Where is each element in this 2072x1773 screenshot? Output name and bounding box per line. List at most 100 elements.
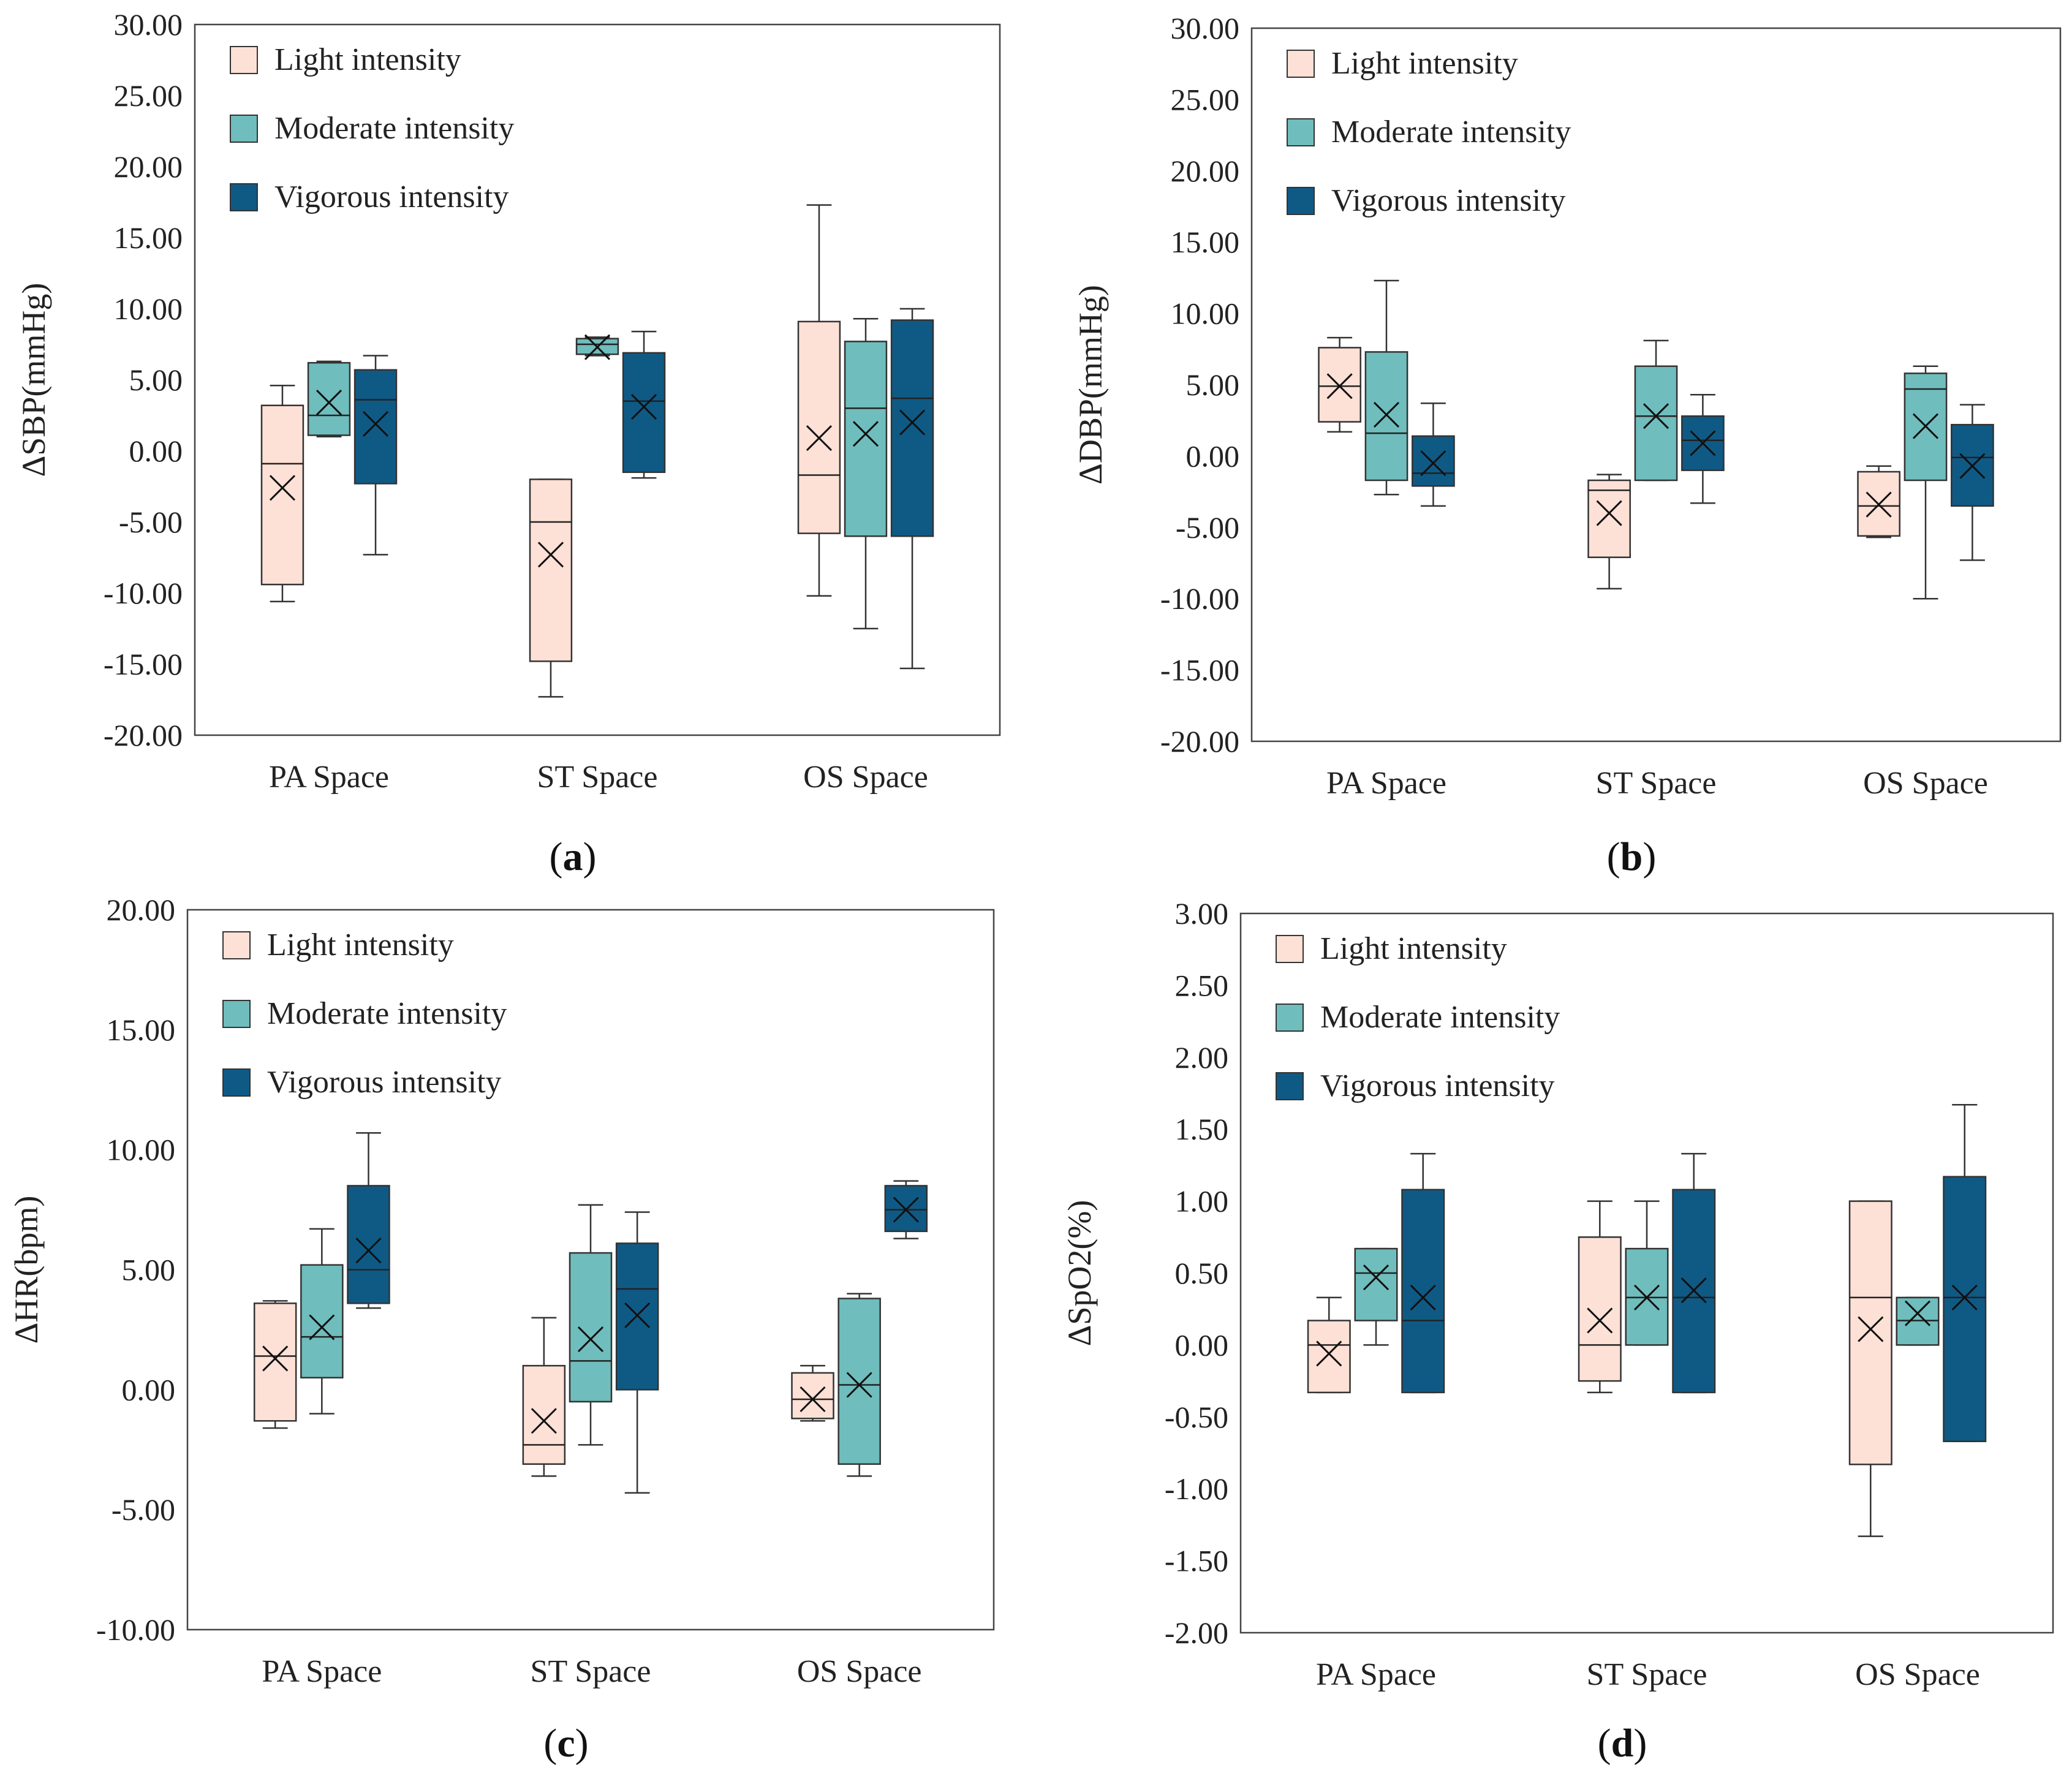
iqr-box: [1307, 1320, 1351, 1394]
box-vigorous-os-space: [1951, 404, 1994, 561]
mean-marker: [1373, 401, 1400, 428]
y-tick-label: -5.00: [119, 505, 183, 539]
mean-marker: [362, 410, 389, 437]
legend-label-moderate: Moderate intensity: [1331, 115, 1571, 149]
box-vigorous-os-space: [1943, 1104, 1987, 1442]
chart-panel-b: 30.00 25.00 20.00 15.00 10.00 5.00 0.00 -5.00 -1…: [1036, 0, 2072, 886]
y-tick-label: 2.00: [1175, 1040, 1229, 1075]
y-tick-label: -5.00: [1176, 510, 1239, 545]
box-light-pa-space: [260, 385, 304, 603]
mean-marker: [1633, 1284, 1660, 1310]
iqr-box: [1354, 1247, 1398, 1321]
mean-marker: [1690, 430, 1716, 456]
box-light-st-space: [529, 478, 573, 698]
y-tick-label: 30.00: [1171, 11, 1240, 45]
y-tick-label: 20.00: [1171, 154, 1240, 188]
legend-label-vigorous: Vigorous intensity: [274, 180, 509, 214]
box-moderate-pa-space: [1354, 1247, 1398, 1346]
y-tick-label: -15.00: [104, 647, 183, 681]
plot-frame: [1250, 27, 2062, 743]
mean-marker: [630, 394, 657, 420]
y-tick-label: 0.00: [1175, 1328, 1229, 1362]
mean-marker: [1912, 413, 1939, 439]
x-tick-label-st-space: ST Space: [1587, 1657, 1707, 1692]
y-tick-label: 15.00: [114, 221, 183, 255]
box-light-st-space: [1587, 474, 1631, 590]
box-vigorous-os-space: [884, 1180, 928, 1239]
boxplot-sbp: 30.00 25.00 20.00 15.00 10.00 5.00 0.00 -5.00 -1…: [15, 7, 1001, 879]
mean-marker: [1326, 373, 1353, 399]
mean-marker: [1681, 1277, 1707, 1304]
y-tick-label: -20.00: [104, 718, 183, 752]
mean-marker: [355, 1238, 382, 1264]
legend-swatch-vigorous: [1276, 1072, 1304, 1100]
y-tick-label: 20.00: [114, 149, 183, 184]
mean-marker: [1316, 1340, 1342, 1367]
y-tick-label: 25.00: [1171, 82, 1240, 116]
y-tick-label: 1.50: [1175, 1112, 1229, 1146]
y-tick-label: 3.00: [1175, 896, 1229, 931]
boxplot-dbp: 30.00 25.00 20.00 15.00 10.00 5.00 0.00 -5.00 -1…: [1072, 11, 2062, 879]
iqr-box: [1857, 471, 1900, 537]
x-tick-label-st-space: ST Space: [537, 760, 658, 795]
box-moderate-st-space: [1625, 1200, 1669, 1346]
box-vigorous-st-space: [1672, 1152, 1716, 1394]
x-tick-label-st-space: ST Space: [1596, 766, 1717, 801]
mean-marker: [1596, 500, 1622, 526]
y-tick-label: 5.00: [1186, 368, 1240, 402]
legend-swatch-moderate: [1276, 1004, 1304, 1032]
iqr-box: [1587, 479, 1631, 558]
mean-marker: [269, 475, 296, 501]
x-tick-label-st-space: ST Space: [531, 1654, 651, 1689]
mean-marker: [309, 1314, 335, 1340]
mean-marker: [893, 1196, 919, 1223]
legend-label-vigorous: Vigorous intensity: [267, 1065, 502, 1100]
iqr-box: [1364, 351, 1408, 482]
iqr-box: [837, 1298, 881, 1465]
x-tick-label-os-space: OS Space: [1855, 1657, 1980, 1692]
y-axis-title: ΔHR(bpm): [8, 1196, 45, 1344]
box-vigorous-pa-space: [354, 355, 398, 556]
mean-marker: [1363, 1264, 1390, 1291]
mean-marker: [800, 1386, 826, 1413]
iqr-box: [354, 369, 398, 485]
y-tick-label: -10.00: [96, 1612, 175, 1647]
plot-frame: [186, 909, 995, 1631]
iqr-box: [347, 1185, 390, 1304]
y-tick-label: 15.00: [107, 1013, 176, 1047]
mean-marker: [537, 542, 564, 568]
y-tick-label: -20.00: [1160, 724, 1239, 758]
iqr-box: [307, 361, 351, 436]
box-moderate-st-space: [569, 1204, 613, 1446]
mean-marker: [852, 421, 879, 447]
box-vigorous-pa-space: [347, 1132, 390, 1309]
panel-label: (c): [543, 1721, 588, 1766]
panel-label: (a): [550, 834, 597, 879]
x-tick-label-pa-space: PA Space: [1316, 1657, 1436, 1692]
legend-label-moderate: Moderate intensity: [267, 996, 507, 1031]
box-vigorous-pa-space: [1412, 403, 1455, 507]
boxplot-hr: 20.00 15.00 10.00 5.00 0.00 -5.00 -10.00 ΔHR(bp…: [8, 893, 995, 1766]
legend-label-light: Light intensity: [267, 928, 454, 962]
box-light-os-space: [797, 204, 841, 597]
iqr-box: [529, 478, 573, 662]
box-vigorous-st-space: [615, 1211, 659, 1494]
x-tick-label-pa-space: PA Space: [269, 760, 389, 795]
mean-marker: [316, 390, 342, 416]
iqr-box: [569, 1252, 613, 1403]
y-tick-label: 10.00: [107, 1133, 176, 1167]
x-tick-label-os-space: OS Space: [803, 760, 928, 795]
legend-label-light: Light intensity: [1320, 931, 1507, 966]
legend-label-moderate: Moderate intensity: [274, 111, 514, 146]
iqr-box: [1412, 435, 1455, 487]
y-tick-label: 5.00: [129, 363, 183, 397]
plot-frame: [1239, 912, 2054, 1634]
y-axis-title: ΔDBP(mmHg): [1072, 285, 1109, 485]
mean-marker: [624, 1302, 651, 1328]
y-tick-label: -0.50: [1165, 1400, 1228, 1434]
mean-marker: [262, 1345, 289, 1372]
y-tick-label: -1.00: [1165, 1472, 1228, 1506]
y-tick-label: -1.50: [1165, 1544, 1228, 1578]
box-light-os-space: [1857, 465, 1900, 539]
mean-marker: [1858, 1316, 1884, 1342]
